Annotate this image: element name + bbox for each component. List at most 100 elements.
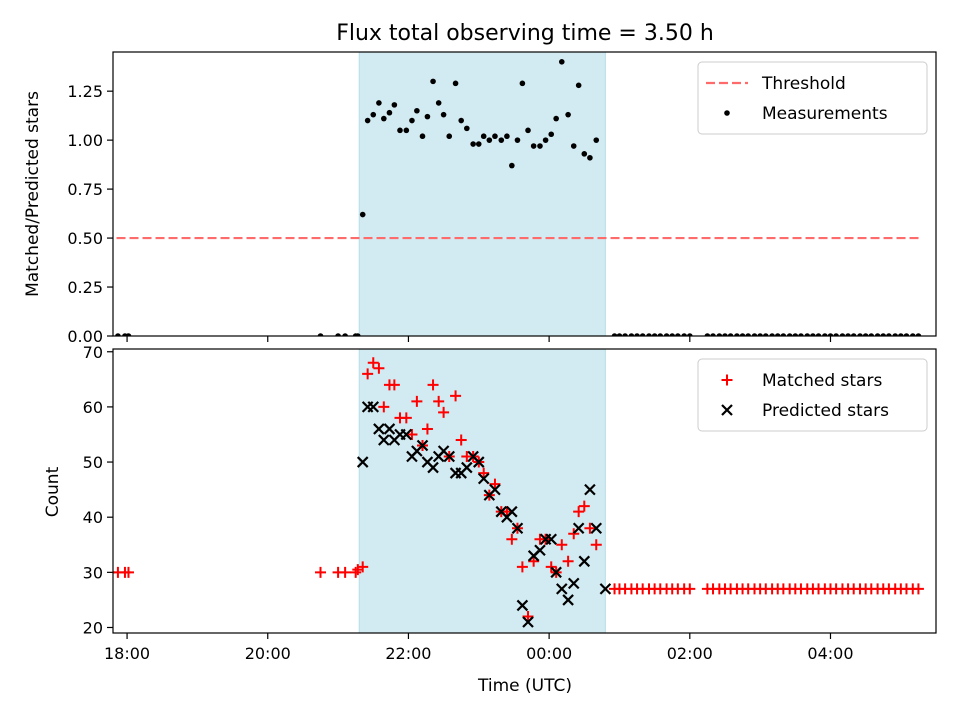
measurement-point bbox=[687, 333, 693, 336]
measurement-point bbox=[651, 333, 658, 336]
measurement-point bbox=[397, 127, 403, 134]
measurement-point bbox=[628, 333, 635, 336]
measurement-point bbox=[570, 143, 577, 149]
predicted-star-point bbox=[367, 401, 380, 413]
measurement-point bbox=[874, 333, 881, 336]
predicted-star-point bbox=[534, 544, 546, 557]
predicted-star-point bbox=[562, 594, 574, 606]
measurement-point bbox=[419, 133, 426, 140]
measurement-point bbox=[391, 102, 398, 108]
y-tick-label: 1.00 bbox=[67, 131, 103, 150]
matched-star-point bbox=[400, 412, 412, 424]
measurement-point bbox=[862, 333, 869, 336]
measurement-point bbox=[786, 333, 793, 336]
predicted-star-point bbox=[400, 428, 413, 441]
observing-window-shade bbox=[358, 348, 606, 634]
measurement-point bbox=[364, 117, 371, 124]
x-tick-label: 04:00 bbox=[807, 644, 853, 663]
measurement-point bbox=[359, 211, 366, 218]
measurement-point bbox=[780, 333, 787, 336]
measurement-point bbox=[663, 333, 670, 336]
predicted-star-point bbox=[572, 522, 585, 535]
y-tick-label: 0.50 bbox=[67, 229, 103, 248]
measurement-point bbox=[115, 333, 121, 336]
measurement-point bbox=[675, 333, 681, 336]
legend-box bbox=[697, 61, 928, 135]
predicted-star-point bbox=[378, 434, 390, 446]
measurement-point bbox=[575, 82, 582, 89]
predicted-star-point bbox=[567, 577, 580, 590]
measurement-point bbox=[850, 333, 857, 336]
measurement-point bbox=[815, 333, 822, 336]
measurement-point bbox=[470, 141, 476, 147]
top-panel: 0.00 0.25 0.50 0.75 1.00 1.25 Threshold Measure… bbox=[67, 51, 937, 346]
predicted-star-point bbox=[489, 483, 501, 496]
measurement-point bbox=[734, 333, 740, 336]
matched-star-point bbox=[315, 566, 327, 578]
matched-star-point bbox=[411, 395, 423, 407]
y-tick-label: 0.00 bbox=[67, 327, 103, 346]
measurement-point bbox=[342, 333, 348, 336]
matched-star-point bbox=[912, 583, 924, 595]
predicted-star-point bbox=[556, 583, 568, 595]
measurement-point bbox=[376, 100, 382, 106]
predicted-star-point bbox=[461, 461, 473, 474]
measurement-point bbox=[892, 333, 899, 336]
predicted-star-point bbox=[578, 555, 591, 568]
x-axis-label: Time (UTC) bbox=[477, 676, 572, 696]
measurement-point bbox=[480, 133, 487, 140]
measurement-point bbox=[548, 131, 555, 138]
legend: Threshold Measurements bbox=[697, 61, 928, 135]
legend-matched-swatch bbox=[721, 374, 733, 386]
matched-star-point bbox=[438, 406, 450, 418]
matched-star-point bbox=[573, 506, 585, 518]
measurement-point bbox=[915, 333, 922, 336]
measurement-point bbox=[845, 333, 851, 336]
measurement-point bbox=[581, 151, 588, 157]
plot-frame bbox=[112, 51, 937, 337]
legend-predicted-swatch bbox=[721, 404, 733, 416]
chart-title: Flux total observing time = 3.50 h bbox=[336, 21, 714, 46]
measurement-point bbox=[898, 333, 904, 336]
predicted-star-point bbox=[373, 423, 385, 435]
y-tick-label: 1.25 bbox=[67, 82, 103, 101]
measurement-point bbox=[498, 137, 505, 143]
measurement-point bbox=[381, 115, 387, 122]
measurement-point bbox=[681, 333, 687, 336]
measurement-point bbox=[530, 143, 537, 149]
measurement-point bbox=[634, 333, 640, 336]
y-tick-label: 70 bbox=[83, 343, 103, 362]
measurement-point bbox=[414, 107, 420, 114]
measurement-point bbox=[558, 58, 565, 65]
measurement-point bbox=[509, 162, 515, 169]
matched-star-point bbox=[478, 467, 490, 479]
bottom-y-axis-label: Count bbox=[43, 466, 63, 517]
measurement-point bbox=[827, 333, 834, 336]
measurement-point bbox=[798, 333, 804, 336]
measurement-point bbox=[458, 117, 464, 124]
legend-label: Measurements bbox=[762, 104, 888, 124]
measurement-point bbox=[370, 111, 377, 118]
matched-star-point bbox=[516, 561, 528, 573]
measurement-point bbox=[646, 333, 652, 336]
legend-label: Predicted stars bbox=[762, 401, 889, 421]
predicted-star-point bbox=[383, 423, 396, 435]
predicted-star-point bbox=[590, 522, 603, 535]
plot-area bbox=[113, 357, 924, 628]
legend-label: Threshold bbox=[761, 74, 846, 94]
legend-box bbox=[697, 358, 928, 432]
bottom-panel: 20 30 40 50 60 70 18:00 20:00 22:00 00:00 02:00 04:… bbox=[83, 343, 937, 663]
matched-star-point bbox=[568, 528, 580, 540]
plot-area bbox=[115, 58, 922, 336]
matched-star-point bbox=[421, 423, 433, 435]
predicted-star-point bbox=[356, 456, 369, 468]
matched-star-point bbox=[522, 610, 534, 622]
measurement-point bbox=[475, 141, 482, 147]
measurement-point bbox=[804, 333, 811, 336]
measurement-point bbox=[727, 333, 734, 336]
measurement-point bbox=[440, 111, 447, 118]
measurement-point bbox=[704, 333, 711, 336]
measurement-point bbox=[639, 333, 646, 336]
matched-star-point bbox=[388, 379, 400, 391]
